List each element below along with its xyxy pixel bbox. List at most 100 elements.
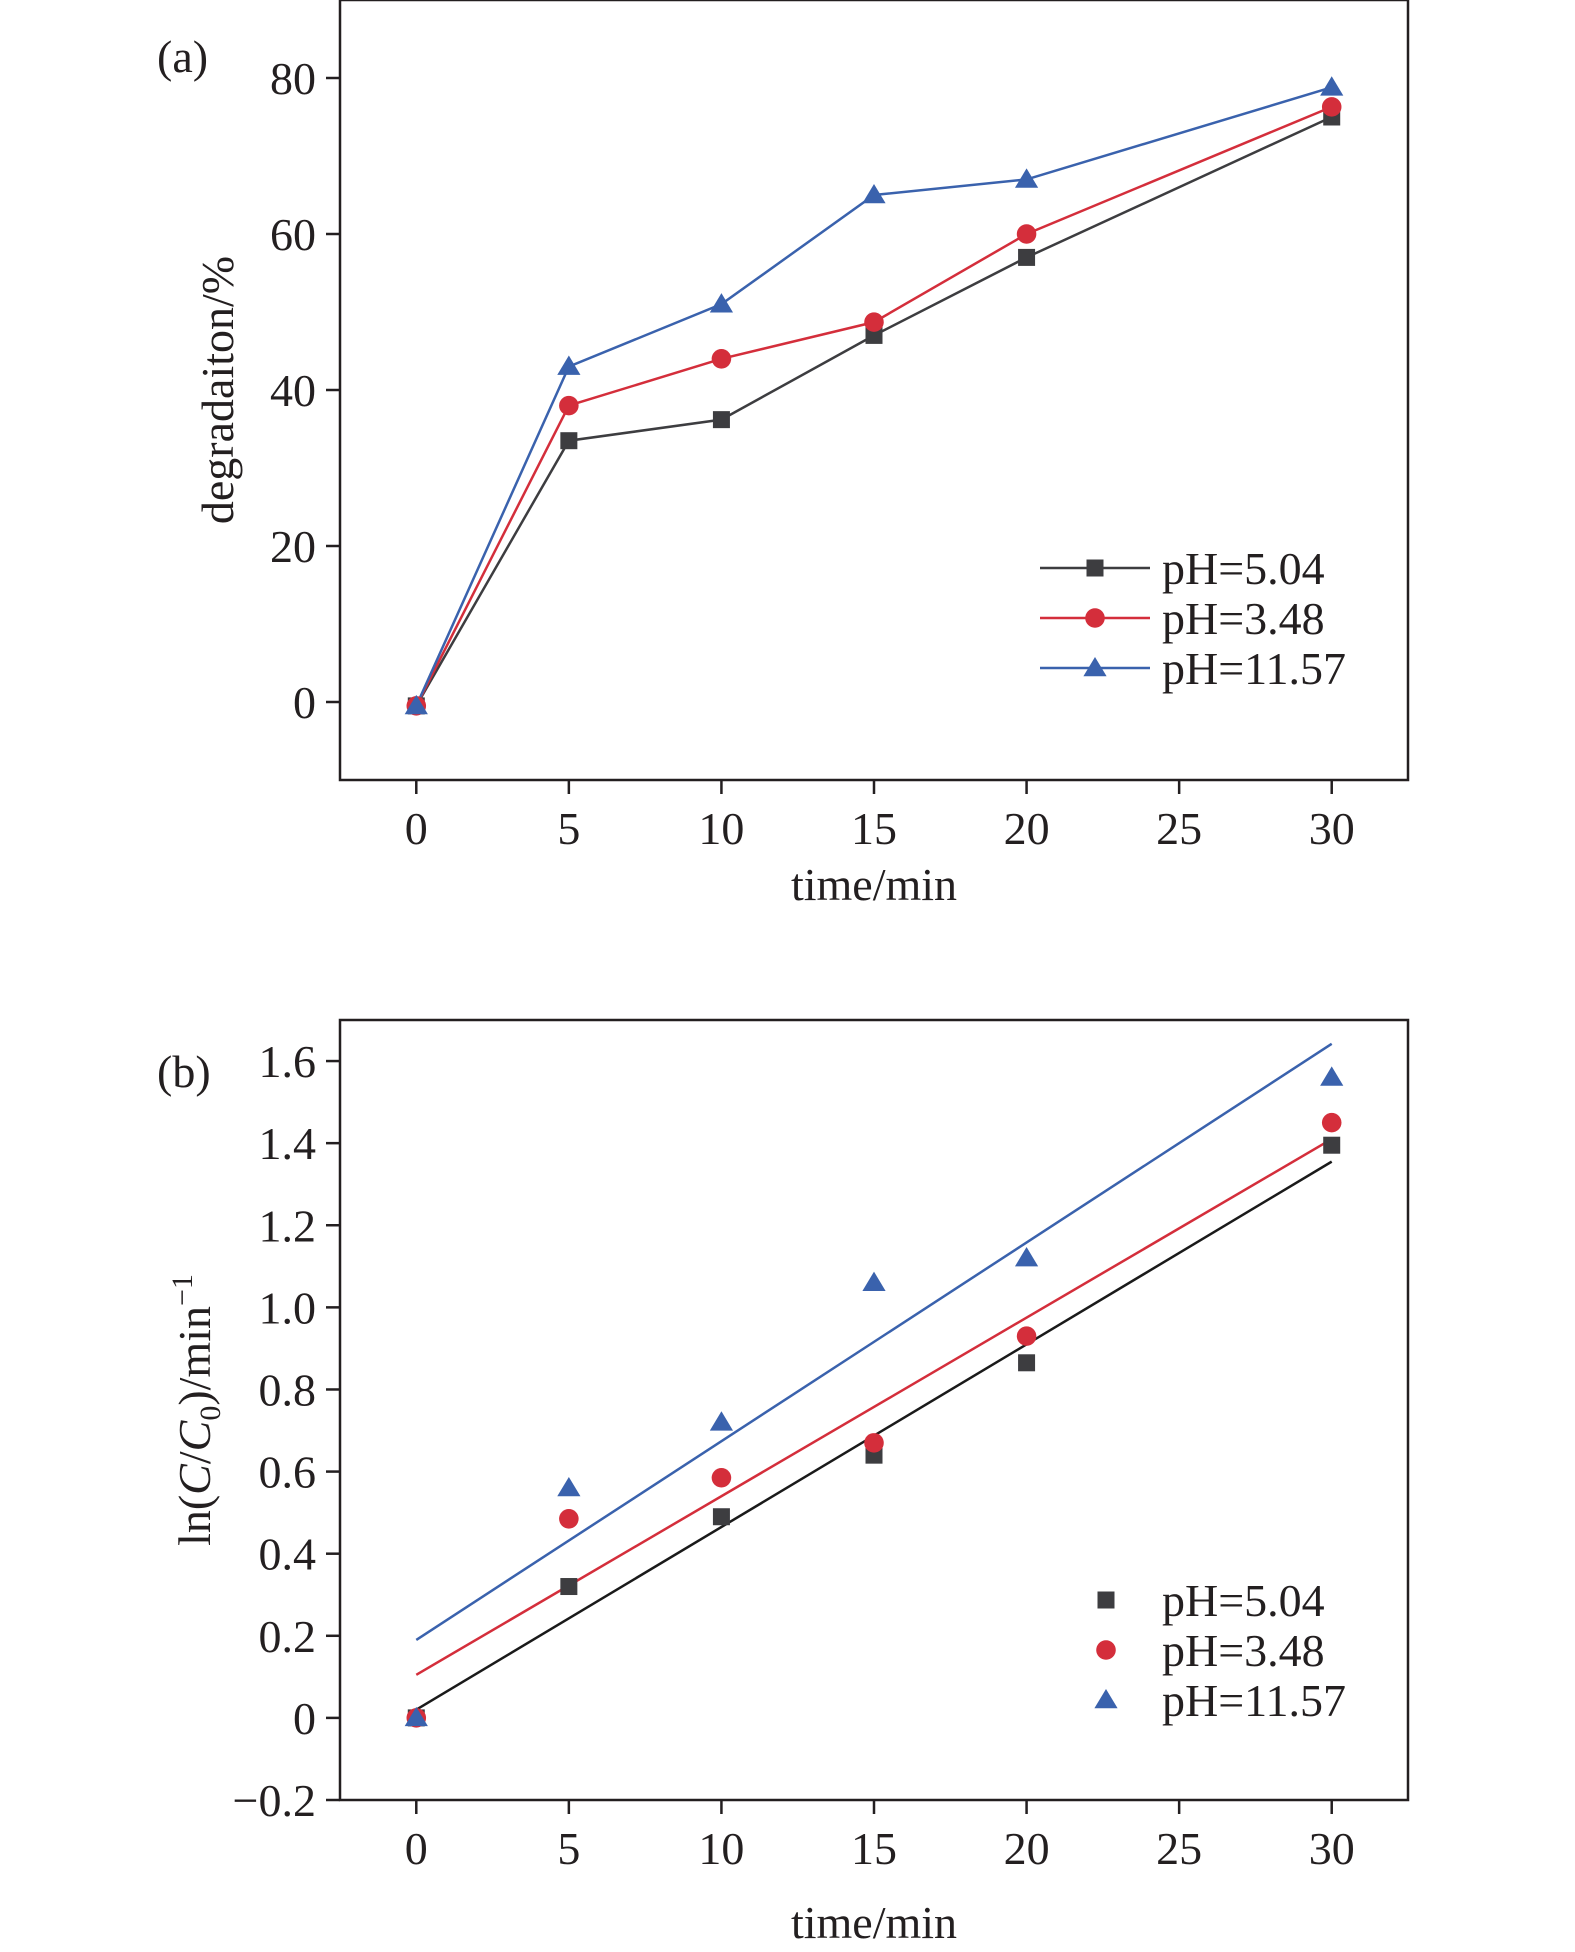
x-tick-label-b: 15 <box>851 1823 897 1874</box>
data-point-ph-5-04 <box>712 411 730 429</box>
data-point-ph-3-48 <box>559 395 579 416</box>
y-tick-label-a: 60 <box>270 209 316 260</box>
data-point-ph-11-57 <box>404 1706 428 1727</box>
y-label-b-part-6: )/min <box>169 1306 220 1406</box>
legend-marker-ph-3-48 <box>1085 608 1105 628</box>
data-point-ph-3-48 <box>1016 224 1037 244</box>
data-point-ph-11-57 <box>862 183 886 204</box>
data-point-ph-3-48 <box>711 349 732 369</box>
series-line-ph-11-57 <box>415 86 1333 707</box>
y-tick-label-a: 40 <box>270 365 316 416</box>
legend-label-ph-3-48: pH=3.48 <box>1162 1625 1325 1676</box>
x-tick-label-a: 15 <box>851 803 897 854</box>
x-tick-label-a: 30 <box>1309 803 1355 854</box>
y-tick-label-a: 80 <box>270 53 316 104</box>
y-label-b-part-1: ln( <box>169 1495 220 1546</box>
data-point-ph-5-04 <box>1018 1354 1036 1372</box>
data-point-ph-11-57 <box>404 694 428 715</box>
x-tick-label-a: 10 <box>698 803 744 854</box>
y-tick-label-b: 0.6 <box>259 1447 317 1498</box>
data-point-ph-5-04 <box>712 1508 730 1526</box>
data-point-ph-11-57 <box>862 1271 886 1292</box>
data-point-ph-5-04 <box>560 1578 578 1596</box>
data-point-ph-11-57 <box>557 355 581 375</box>
y-tick-label-b: 0 <box>293 1693 316 1744</box>
y-label-b-part-3: / <box>169 1451 220 1464</box>
legend-label-ph-5-04: pH=5.04 <box>1162 1575 1325 1626</box>
x-axis-label-b: time/min <box>791 1897 957 1948</box>
data-point-ph-5-04 <box>865 326 883 344</box>
series-markers-b <box>404 1066 1344 1728</box>
x-axis-label-a: time/min <box>791 859 957 910</box>
x-tick-label-a: 20 <box>1004 803 1050 854</box>
y-tick-label-b: −0.2 <box>233 1775 316 1826</box>
data-point-ph-11-57 <box>557 1476 581 1497</box>
panel-b: 0 5 10 15 20 25 30 −0.2 0 0.2 0.4 0.6 0.8 1.0 1.2 1.4 1… <box>157 1018 1410 1948</box>
data-point-ph-3-48 <box>864 312 884 332</box>
y-ticks-a: 0 20 40 60 80 <box>270 53 340 728</box>
y-tick-label-b: 0.8 <box>259 1364 317 1415</box>
data-point-ph-3-48 <box>1321 1112 1342 1133</box>
legend-label-ph-11-57: pH=11.57 <box>1162 1675 1346 1726</box>
legend-label-ph-3-48: pH=3.48 <box>1162 593 1325 644</box>
series-line-ph-3-48 <box>415 105 1333 707</box>
series-lines-a <box>415 86 1333 707</box>
panel-label-a: (a) <box>157 31 208 82</box>
data-point-ph-11-57 <box>1320 76 1344 96</box>
x-tick-label-b: 0 <box>405 1823 428 1874</box>
data-point-ph-3-48 <box>559 1509 579 1529</box>
x-tick-label-b: 25 <box>1156 1823 1202 1874</box>
legend-marker-ph-5-04 <box>1097 1591 1115 1609</box>
data-point-ph-3-48 <box>864 1433 884 1453</box>
y-ticks-b: −0.2 0 0.2 0.4 0.6 0.8 1.0 1.2 1.4 1.6 <box>233 1036 340 1826</box>
data-point-ph-11-57 <box>1014 168 1039 188</box>
data-point-ph-3-48 <box>1016 1326 1037 1346</box>
legend-label-ph-11-57: pH=11.57 <box>1162 643 1346 694</box>
panel-a: 0 5 10 15 20 25 30 0 20 40 60 80 (a) time/min degr… <box>157 0 1410 910</box>
legend-marker-ph-3-48 <box>1096 1640 1116 1660</box>
x-ticks-a: 0 5 10 15 20 25 30 <box>405 780 1355 854</box>
x-tick-label-b: 10 <box>698 1823 744 1874</box>
y-axis-label-b: ln(C/C0)/min−1 <box>166 1274 227 1546</box>
x-tick-label-a: 25 <box>1156 803 1202 854</box>
data-point-ph-11-57 <box>709 1411 734 1431</box>
y-label-b-subscript: 0 <box>194 1406 227 1421</box>
y-tick-label-b: 1.4 <box>259 1118 317 1169</box>
x-tick-label-b: 30 <box>1309 1823 1355 1874</box>
data-point-ph-5-04 <box>1018 248 1036 266</box>
data-point-ph-11-57 <box>709 293 734 313</box>
legend-marker-ph-11-57 <box>1083 656 1107 677</box>
data-point-ph-5-04 <box>1323 1136 1341 1154</box>
panel-label-b: (b) <box>157 1046 211 1097</box>
x-tick-label-b: 20 <box>1004 1823 1050 1874</box>
fit-line-ph-11-57 <box>415 1042 1333 1641</box>
y-tick-label-b: 1.2 <box>259 1200 317 1251</box>
y-label-b-superscript: −1 <box>166 1274 199 1306</box>
x-tick-label-a: 0 <box>405 803 428 854</box>
y-label-b-part-4: C <box>169 1419 220 1451</box>
legend-marker-ph-11-57 <box>1094 1688 1118 1709</box>
x-ticks-b: 0 5 10 15 20 25 30 <box>405 1800 1355 1874</box>
data-point-ph-3-48 <box>711 1467 732 1488</box>
y-tick-label-a: 20 <box>270 521 316 572</box>
legend-label-ph-5-04: pH=5.04 <box>1162 543 1325 594</box>
y-axis-label-a: degradaiton/% <box>192 256 243 524</box>
x-tick-label-a: 5 <box>557 803 580 854</box>
y-tick-label-b: 0.2 <box>259 1611 317 1662</box>
data-point-ph-11-57 <box>1320 1066 1344 1086</box>
y-tick-label-a: 0 <box>293 677 316 728</box>
y-tick-label-b: 0.4 <box>259 1529 317 1580</box>
legend-marker-ph-5-04 <box>1086 559 1104 577</box>
data-point-ph-5-04 <box>560 432 578 450</box>
y-tick-label-b: 1.0 <box>259 1282 317 1333</box>
data-point-ph-3-48 <box>1321 97 1342 117</box>
data-point-ph-11-57 <box>1014 1247 1039 1267</box>
series-markers-a <box>404 76 1344 716</box>
x-tick-label-b: 5 <box>557 1823 580 1874</box>
y-label-b-part-2: C <box>169 1463 220 1495</box>
series-line-ph-5-04 <box>415 115 1333 707</box>
y-tick-label-b: 1.6 <box>259 1036 317 1087</box>
